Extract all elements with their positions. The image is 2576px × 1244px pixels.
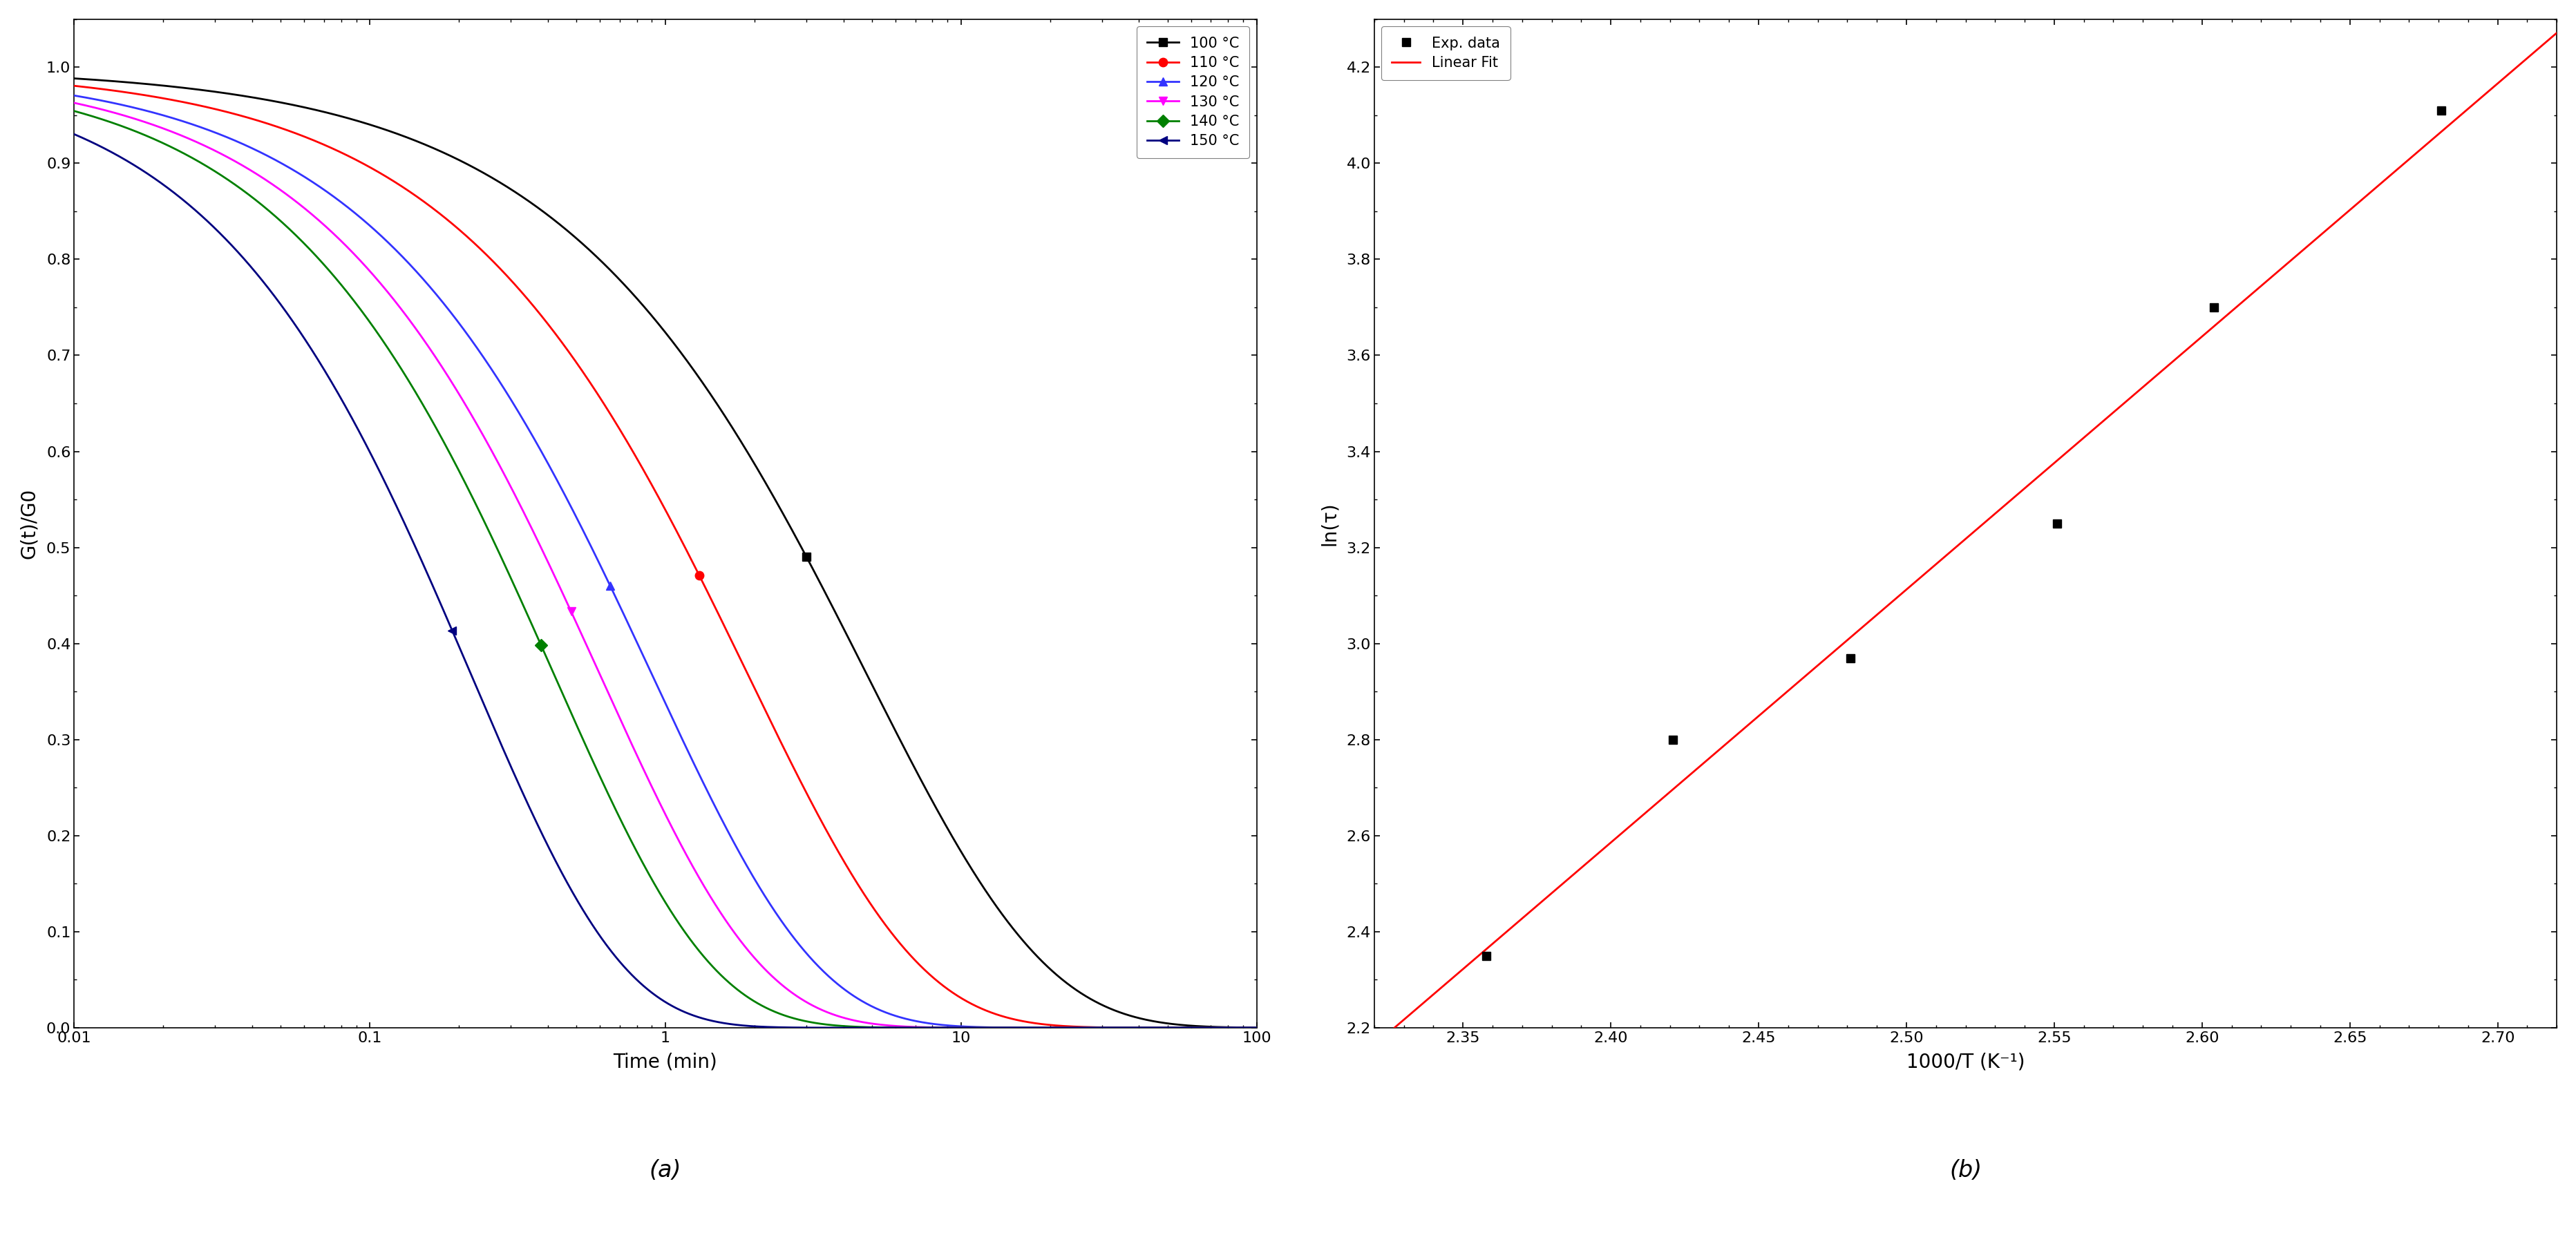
Y-axis label: ln(τ): ln(τ) bbox=[1319, 501, 1340, 545]
Exp. data bbox=[1834, 651, 1865, 666]
Exp. data bbox=[1656, 733, 1687, 748]
Text: (a): (a) bbox=[649, 1159, 683, 1182]
X-axis label: Time (min): Time (min) bbox=[613, 1052, 719, 1072]
Exp. data bbox=[2427, 103, 2458, 118]
Text: (b): (b) bbox=[1950, 1159, 1981, 1182]
Legend: Exp. data, Linear Fit: Exp. data, Linear Fit bbox=[1381, 26, 1510, 80]
Exp. data bbox=[1471, 948, 1502, 963]
Exp. data bbox=[2043, 516, 2074, 531]
Exp. data bbox=[2197, 300, 2228, 315]
Legend: 100 °C, 110 °C, 120 °C, 130 °C, 140 °C, 150 °C: 100 °C, 110 °C, 120 °C, 130 °C, 140 °C, … bbox=[1136, 26, 1249, 158]
Line: Exp. data: Exp. data bbox=[1481, 106, 2445, 960]
X-axis label: 1000/T (K⁻¹): 1000/T (K⁻¹) bbox=[1906, 1052, 2025, 1072]
Y-axis label: G(t)/G0: G(t)/G0 bbox=[18, 488, 39, 559]
